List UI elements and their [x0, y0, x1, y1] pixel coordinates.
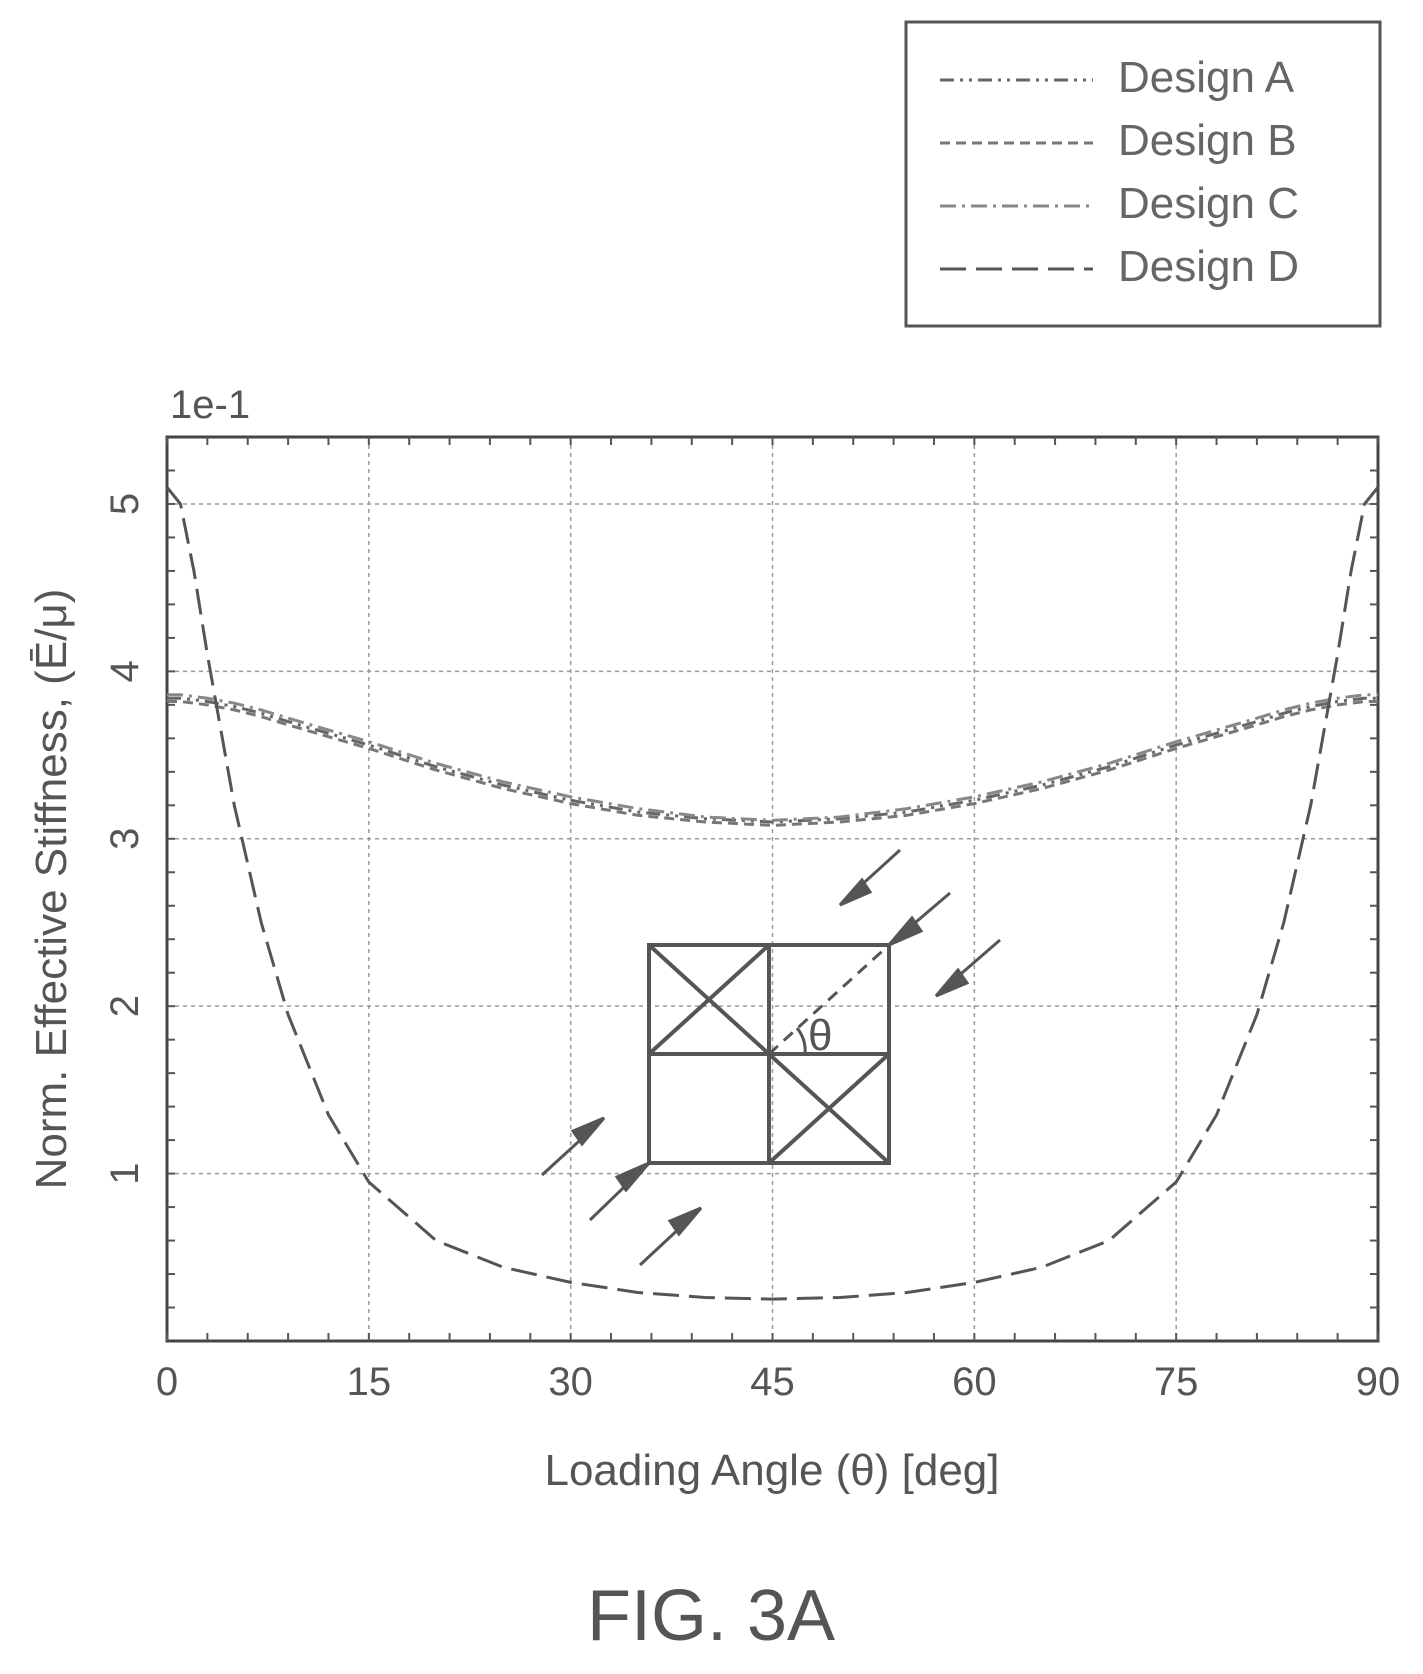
- x-tick-label: 60: [952, 1360, 997, 1404]
- x-tick-label: 90: [1356, 1360, 1401, 1404]
- axis-scale-label: 1e-1: [170, 383, 250, 427]
- series-line-design-b: [167, 700, 1378, 827]
- series-line-design-c: [167, 693, 1378, 822]
- grid: [167, 437, 1378, 1341]
- legend-label: Design D: [1118, 242, 1299, 291]
- y-tick-label: 1: [103, 1162, 147, 1184]
- arrow-head-icon: [887, 915, 924, 947]
- legend-label: Design C: [1118, 179, 1299, 228]
- arrow-head-icon: [838, 877, 873, 907]
- y-tick-label: 2: [103, 995, 147, 1017]
- series-lines: [165, 486, 1380, 1301]
- figure-caption: FIG. 3A: [587, 1576, 835, 1656]
- x-tick-labels: 0 15 30 45 60 75 90: [156, 1360, 1400, 1404]
- inset-load-axis: [767, 943, 891, 1056]
- arrow-head-icon: [614, 1161, 651, 1193]
- legend: Design A Design B Design C Design D: [904, 20, 1382, 328]
- arrow-head-icon: [667, 1206, 703, 1237]
- y-axis-title: Norm. Effective Stiffness, (Ē/μ): [27, 589, 76, 1190]
- lattice-inset-diagram: θ: [540, 848, 1001, 1267]
- y-tick-label: 5: [103, 493, 147, 515]
- x-tick-label: 15: [347, 1360, 392, 1404]
- x-tick-label: 0: [156, 1360, 178, 1404]
- y-tick-labels: 1 2 3 4 5: [103, 493, 147, 1185]
- x-tick-label: 75: [1154, 1360, 1199, 1404]
- inset-angle-label: θ: [808, 1011, 832, 1060]
- minor-ticks: [166, 437, 1379, 1341]
- y-tick-label: 3: [103, 828, 147, 850]
- arrow-head-icon: [934, 967, 970, 998]
- x-tick-label: 30: [548, 1360, 593, 1404]
- inset-angle-arc: [795, 1027, 807, 1055]
- legend-label: Design A: [1118, 53, 1295, 102]
- arrow-head-icon: [570, 1116, 606, 1147]
- load-arrows-bottom-left: [540, 1116, 703, 1267]
- inset-cross-tl-b: [647, 943, 771, 1056]
- y-tick-label: 4: [103, 660, 147, 682]
- x-axis-title: Loading Angle (θ) [deg]: [544, 1446, 999, 1495]
- x-tick-label: 45: [750, 1360, 795, 1404]
- inset-cross-br-b: [767, 1052, 891, 1165]
- legend-label: Design B: [1118, 116, 1297, 165]
- legend-box: [904, 20, 1382, 328]
- load-arrows-top-right: [838, 848, 1001, 998]
- series-line-design-a: [167, 696, 1378, 824]
- series-line-design-d: [165, 486, 1380, 1301]
